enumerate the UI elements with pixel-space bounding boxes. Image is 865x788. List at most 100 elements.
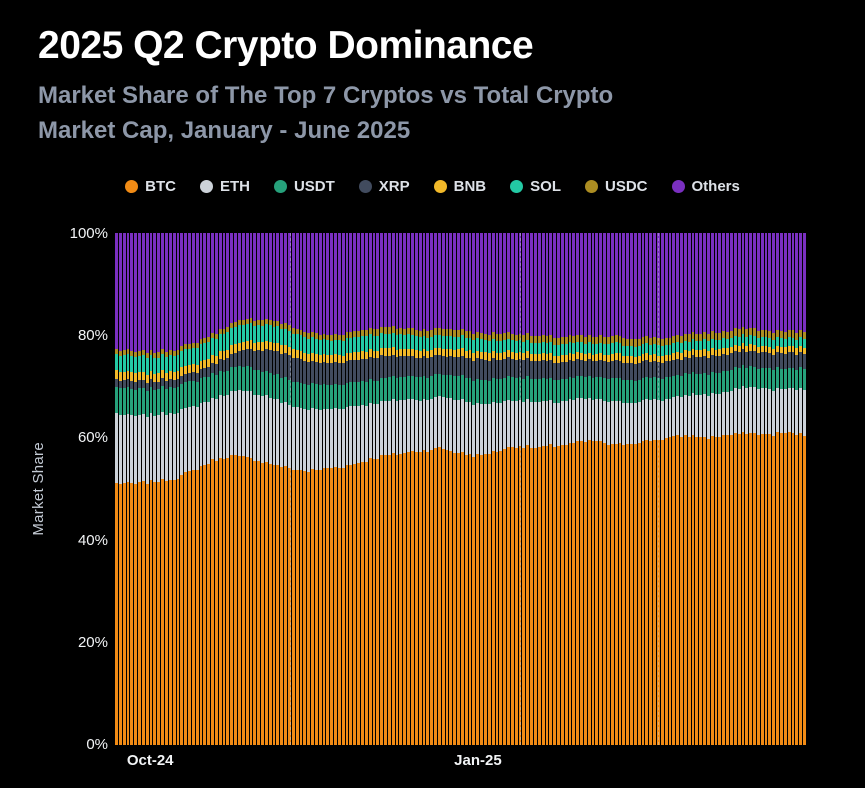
segment-bnb (764, 346, 768, 353)
stacked-bar (280, 233, 284, 745)
segment-sol (660, 346, 664, 357)
segment-bnb (272, 343, 276, 352)
segment-usdt (484, 380, 487, 404)
segment-sol (510, 340, 514, 352)
segment-bnb (626, 356, 630, 364)
stacked-bar (660, 233, 664, 745)
segment-xrp (222, 359, 226, 372)
segment-usdt (491, 377, 495, 402)
segment-usdc (426, 331, 430, 338)
stacked-bar (403, 233, 407, 745)
segment-btc (607, 444, 610, 745)
stacked-bar (426, 233, 430, 745)
segment-usdc (526, 333, 530, 340)
segment-btc (799, 433, 803, 745)
stacked-bar (691, 233, 695, 745)
segment-others (188, 233, 191, 344)
segment-sol (264, 324, 268, 341)
segment-xrp (580, 359, 583, 377)
legend-item-eth[interactable]: ETH (199, 178, 250, 195)
segment-usdt (345, 382, 349, 407)
stacked-bar (361, 233, 364, 745)
subtitle-line-2: Market Cap, January - June 2025 (38, 116, 411, 144)
segment-usdt (756, 368, 760, 390)
segment-bnb (541, 353, 545, 361)
segment-sol (249, 323, 253, 341)
segment-xrp (203, 367, 207, 378)
legend-item-btc[interactable]: BTC (125, 178, 176, 195)
segment-bnb (407, 348, 410, 356)
segment-usdc (560, 336, 564, 344)
segment-xrp (776, 351, 779, 368)
segment-sol (680, 343, 683, 354)
segment-sol (699, 340, 703, 351)
segment-usdt (364, 382, 368, 406)
segment-usdt (268, 373, 272, 398)
segment-usdt (391, 375, 395, 400)
segment-usdc (238, 320, 241, 326)
segment-usdc (468, 331, 472, 338)
segment-others (603, 233, 606, 337)
segment-xrp (518, 358, 522, 378)
segment-others (126, 233, 130, 350)
stacked-bar (430, 233, 434, 745)
segment-xrp (407, 355, 410, 376)
legend-item-usdt[interactable]: USDT (273, 178, 335, 195)
segment-sol (407, 334, 410, 349)
segment-eth (449, 398, 453, 451)
legend-dot-usdt (273, 180, 287, 193)
segment-usdc (272, 321, 276, 327)
segment-usdt (656, 378, 660, 401)
stacked-bar (445, 233, 449, 745)
stacked-bar (264, 233, 268, 745)
segment-sol (487, 341, 491, 354)
segment-others (141, 233, 145, 351)
segment-usdc (445, 329, 449, 337)
segment-usdc (280, 323, 284, 330)
segment-others (779, 233, 783, 332)
segment-usdt (795, 369, 799, 391)
segment-sol (683, 340, 687, 351)
legend-item-others[interactable]: Others (671, 178, 740, 195)
segment-eth (191, 406, 195, 470)
segment-sol (118, 355, 122, 373)
segment-btc (633, 444, 637, 745)
segment-eth (341, 408, 345, 468)
segment-sol (595, 343, 599, 355)
legend-item-usdc[interactable]: USDC (584, 178, 648, 195)
segment-usdc (668, 337, 672, 346)
segment-others (557, 233, 560, 338)
segment-usdt (768, 368, 772, 389)
segment-usdt (195, 381, 199, 407)
page-title: 2025 Q2 Crypto Dominance (38, 24, 534, 67)
segment-usdt (507, 376, 510, 400)
segment-xrp (487, 360, 491, 381)
segment-bnb (441, 349, 445, 357)
segment-sol (188, 348, 191, 365)
segment-sol (199, 344, 203, 362)
segment-bnb (680, 353, 683, 360)
segment-eth (161, 411, 164, 479)
segment-bnb (487, 353, 491, 361)
segment-xrp (680, 359, 683, 376)
stacked-bar (641, 233, 645, 745)
segment-bnb (510, 351, 514, 359)
segment-btc (138, 482, 141, 745)
segment-bnb (184, 365, 188, 374)
segment-sol (164, 356, 168, 373)
legend-item-xrp[interactable]: XRP (358, 178, 410, 195)
segment-bnb (457, 349, 460, 358)
segment-bnb (115, 370, 118, 380)
segment-others (599, 233, 603, 336)
segment-usdc (149, 350, 153, 356)
segment-usdt (691, 371, 695, 394)
segment-usdc (660, 338, 664, 347)
segment-sol (564, 343, 568, 355)
segment-btc (464, 454, 468, 745)
segment-sol (195, 348, 199, 365)
legend-item-bnb[interactable]: BNB (433, 178, 486, 195)
segment-sol (353, 337, 357, 353)
segment-eth (230, 390, 234, 456)
legend-item-sol[interactable]: SOL (510, 178, 561, 195)
segment-eth (599, 398, 603, 441)
